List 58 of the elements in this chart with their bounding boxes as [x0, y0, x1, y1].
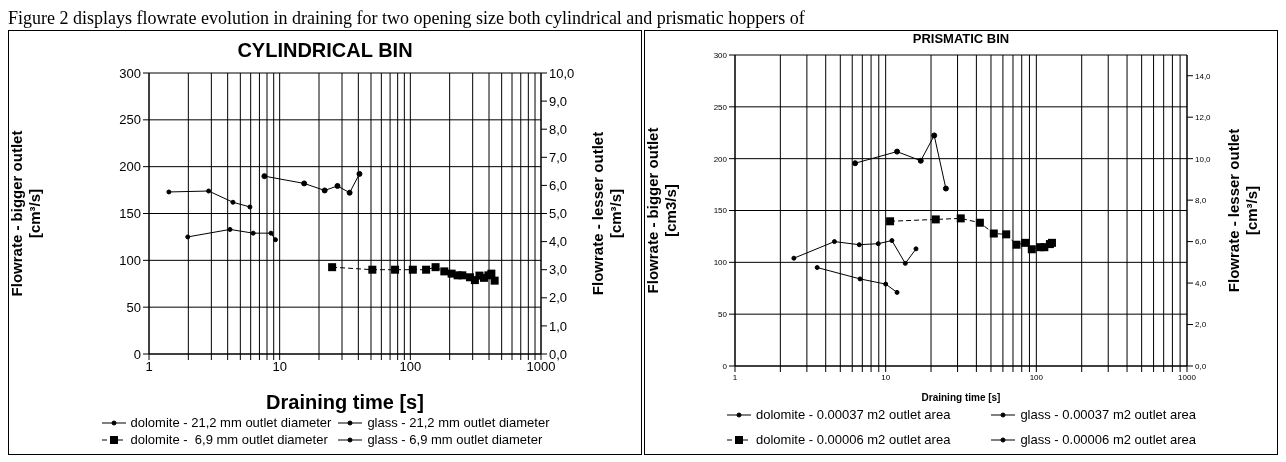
y2-tick-label: 14,0 — [1195, 71, 1212, 81]
y-tick-label: 300 — [713, 50, 728, 60]
x-tick-label: 100 — [399, 359, 422, 375]
y-axis-title: Flowrate - bigger outlet [cm³/s] — [8, 130, 43, 297]
y2-tick-label: 6,0 — [549, 178, 568, 194]
y2-tick-label: 0,0 — [1195, 361, 1207, 371]
y2-tick-label: 9,0 — [549, 93, 568, 109]
x-tick-label: 10 — [272, 359, 287, 375]
y2-tick-label: 1,0 — [549, 318, 568, 334]
y-tick-label: 100 — [713, 258, 728, 268]
y2-axis-title: Flowrate - lesser outlet [cm³/s] — [588, 131, 624, 296]
y-tick-label: 250 — [119, 112, 141, 128]
legend-label: dolomite - 0.00006 m2 outlet area — [755, 432, 951, 447]
y-tick-label: 50 — [126, 299, 141, 315]
y-tick-label: 250 — [713, 102, 728, 112]
legend-label: glass - 6,9 mm outlet diameter — [367, 432, 543, 447]
legend-label: glass - 0.00037 m2 outlet area — [1020, 407, 1196, 422]
y2-tick-label: 2,0 — [1195, 320, 1207, 330]
x-axis-title: Draining time [s] — [266, 391, 424, 413]
y2-tick-label: 5,0 — [549, 206, 568, 222]
y2-tick-label: 2,0 — [549, 290, 568, 306]
y-tick-label: 200 — [119, 159, 141, 175]
x-axis-title: Draining time [s] — [921, 392, 1001, 403]
chart-title: CYLINDRICAL BIN — [236, 39, 414, 63]
y2-axis-title: Flowrate - lesser outlet [cm³/s] — [1224, 128, 1260, 293]
y2-tick-label: 8,0 — [549, 121, 568, 137]
caption: Figure 2 displays flowrate evolution in draining for two opening size both cylindrical and prismatic hoppers of — [8, 8, 805, 28]
legend-label: dolomite - 21,2 mm outlet diameter — [130, 415, 332, 430]
y2-tick-label: 0,0 — [549, 346, 568, 362]
y-tick-label: 100 — [119, 252, 141, 268]
x-tick-label: 1 — [145, 359, 153, 375]
y-tick-label: 300 — [119, 65, 141, 81]
y2-tick-label: 10,0 — [549, 65, 575, 81]
legend-label: dolomite - 0.00037 m2 outlet area — [755, 407, 951, 422]
y-axis-title: Flowrate - bigger outlet [cm3/s] — [644, 127, 679, 294]
y-tick-label: 150 — [119, 206, 141, 222]
x-tick-label: 100 — [1029, 372, 1044, 382]
y-tick-label: 200 — [713, 154, 728, 164]
legend-label: dolomite - 6,9 mm outlet diameter — [130, 432, 328, 447]
legend-label: glass - 21,2 mm outlet diameter — [367, 415, 550, 430]
y2-tick-label: 4,0 — [549, 234, 568, 250]
x-tick-label: 1000 — [526, 359, 556, 375]
y2-tick-label: 7,0 — [549, 149, 568, 165]
chart-title: PRISMATIC BIN — [911, 31, 1011, 47]
y-tick-label: 150 — [713, 206, 728, 216]
y2-tick-label: 12,0 — [1195, 113, 1212, 123]
y-tick-label: 50 — [718, 310, 728, 320]
legend-label: glass - 0.00006 m2 outlet area — [1020, 432, 1196, 447]
y2-tick-label: 4,0 — [1195, 278, 1207, 288]
y-tick-label: 0 — [133, 346, 141, 362]
y2-tick-label: 6,0 — [1195, 237, 1207, 247]
y2-tick-label: 3,0 — [549, 262, 568, 278]
x-tick-label: 10 — [881, 372, 891, 382]
y-tick-label: 0 — [722, 361, 728, 371]
x-tick-label: 1 — [732, 372, 738, 382]
y2-tick-label: 10,0 — [1195, 154, 1212, 164]
x-tick-label: 1000 — [1178, 372, 1197, 382]
y2-tick-label: 8,0 — [1195, 195, 1207, 205]
